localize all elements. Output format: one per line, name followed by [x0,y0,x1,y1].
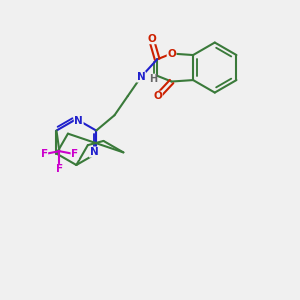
Text: F: F [56,164,63,174]
Text: H: H [149,74,158,84]
Text: O: O [153,91,162,101]
Text: F: F [71,149,78,159]
Text: N: N [89,147,98,157]
Text: N: N [74,116,83,126]
Text: O: O [167,49,176,58]
Text: O: O [148,34,156,44]
Text: N: N [136,72,146,82]
Text: F: F [40,149,48,159]
